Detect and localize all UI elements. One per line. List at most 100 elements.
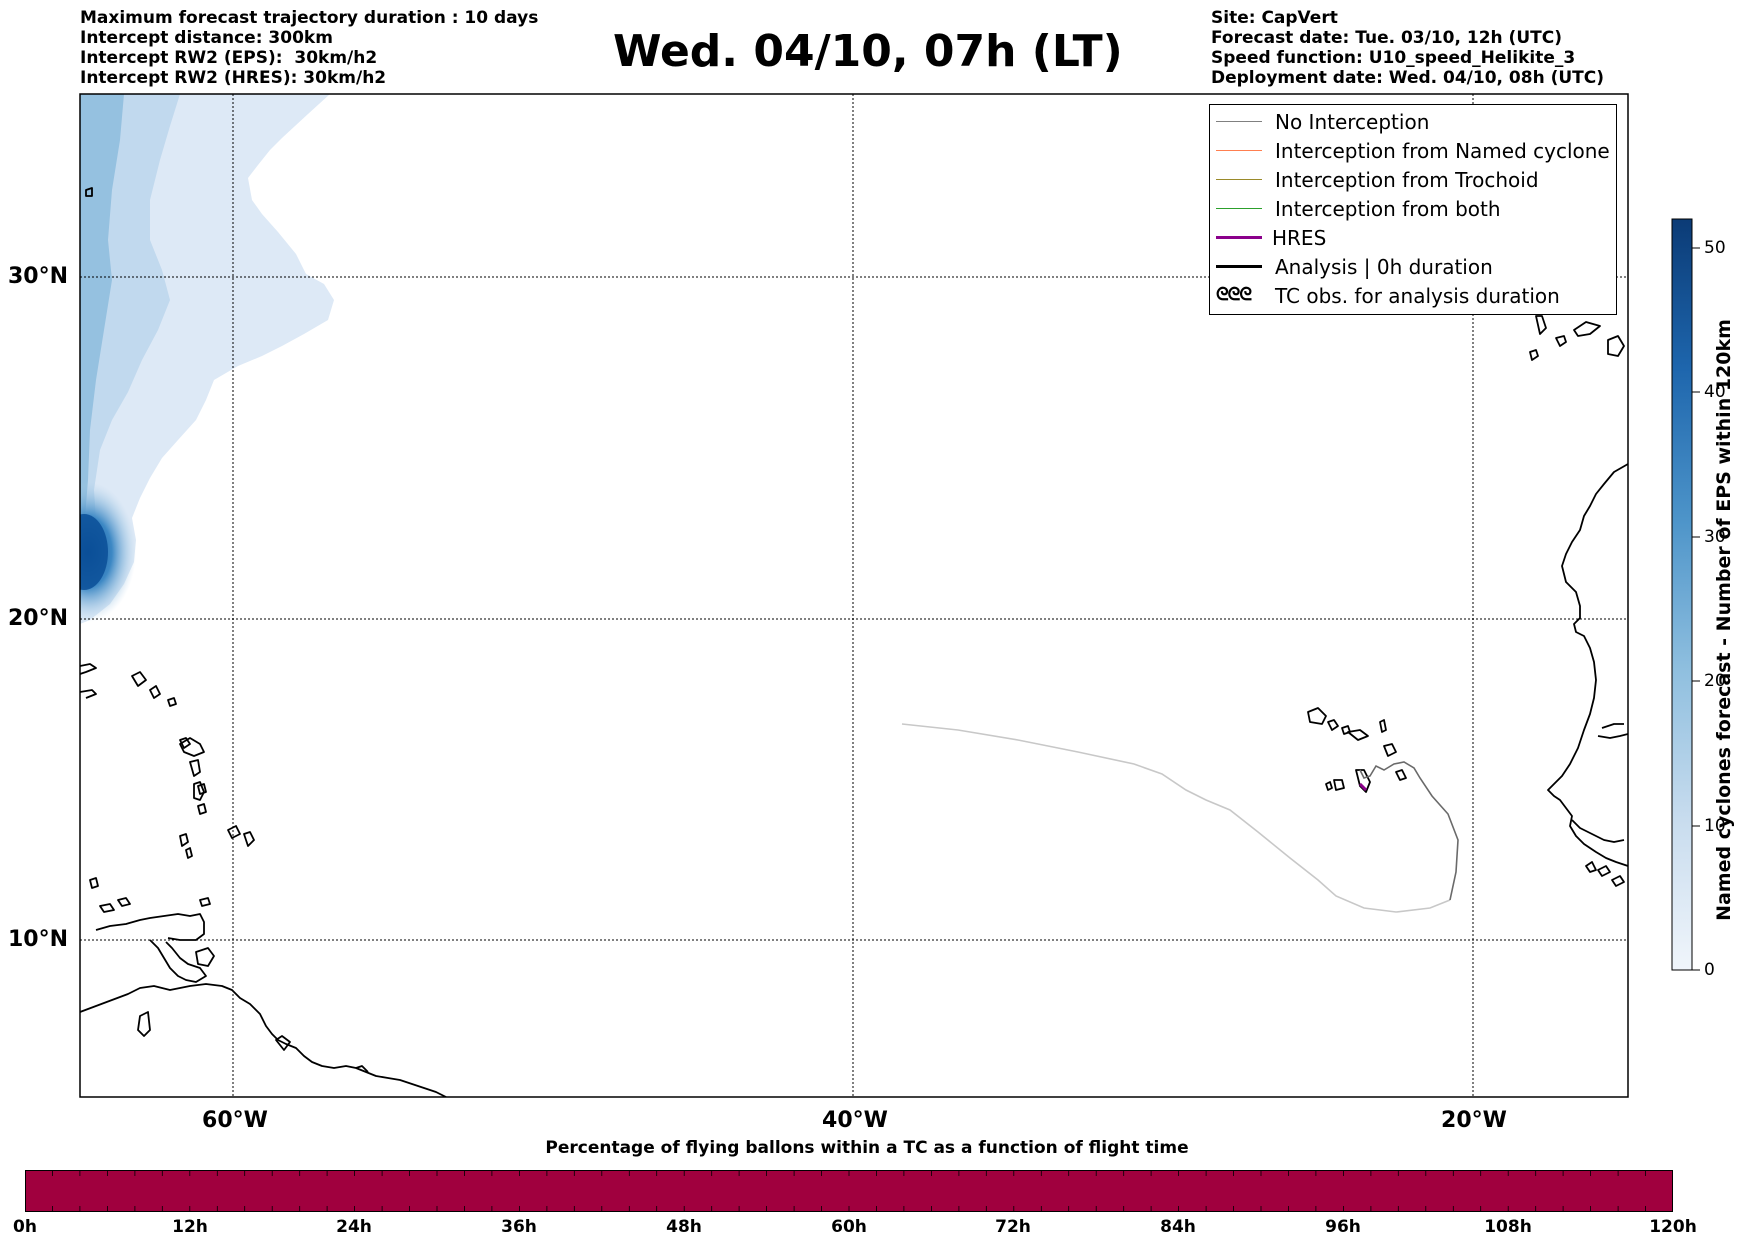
colorbar-tick-label: 50 xyxy=(1704,238,1726,258)
legend-label: TC obs. for analysis duration xyxy=(1275,284,1560,308)
hbar-label-84h: 84h xyxy=(1160,1217,1196,1237)
lon-label-60w: 60°W xyxy=(202,1108,268,1133)
island-santo-antao xyxy=(1307,707,1327,725)
island-bijagos-3 xyxy=(1585,861,1597,873)
island-brava xyxy=(1325,781,1333,791)
island-sao-nicolau xyxy=(1347,729,1369,741)
info-max-duration: Maximum forecast trajectory duration : 1… xyxy=(80,8,539,28)
info-intercept-distance: Intercept distance: 300km xyxy=(80,28,333,48)
legend-swatch-line xyxy=(1216,265,1262,268)
legend-swatch-line xyxy=(1216,179,1262,180)
island-st-vincent xyxy=(197,803,207,815)
legend-item-analysis: Analysis | 0h duration xyxy=(1210,252,1616,281)
island-fogo xyxy=(1333,779,1345,791)
island-trinidad xyxy=(195,947,215,967)
info-forecast-date: Forecast date: Tue. 03/10, 12h (UTC) xyxy=(1211,28,1562,48)
flight-time-bar xyxy=(25,1170,1673,1212)
island-lesser-2 xyxy=(137,1011,151,1037)
coast-gambia xyxy=(1601,723,1624,729)
colorbar-tick-label: 20 xyxy=(1704,671,1726,691)
map-frame xyxy=(79,93,1629,1098)
island-aruba xyxy=(99,903,115,913)
flight-time-bar-ticks xyxy=(52,1170,1646,1212)
legend-label: No Interception xyxy=(1275,110,1430,134)
coast-south-america xyxy=(80,983,447,1097)
eps-density-core-2 xyxy=(80,514,108,590)
island-grenadines xyxy=(185,847,193,859)
island-santiago xyxy=(1355,769,1371,793)
legend-swatch-line xyxy=(1216,236,1262,239)
coast-west-africa xyxy=(1547,463,1628,867)
island-bijagos-1 xyxy=(1597,865,1611,877)
island-virgin-2 xyxy=(149,685,161,699)
legend-swatch-line xyxy=(1216,208,1262,209)
island-curacao xyxy=(117,897,131,907)
island-boa-vista xyxy=(1383,743,1397,757)
coast-west-africa-2 xyxy=(1571,819,1625,843)
coast-senegal-river xyxy=(1597,733,1628,739)
hbar-label-96h: 96h xyxy=(1325,1217,1361,1237)
trajectory-no-interception-dark xyxy=(1359,761,1459,901)
coast-paria xyxy=(95,913,205,941)
header-left-info: Maximum forecast trajectory duration : 1… xyxy=(80,8,538,88)
legend-label: Analysis | 0h duration xyxy=(1275,255,1493,279)
info-intercept-eps: Intercept RW2 (EPS): 30km/h2 xyxy=(80,48,378,68)
tc-symbol-icon: ᘓᘓᘓ xyxy=(1216,284,1252,305)
island-barbados xyxy=(243,831,255,847)
island-sao-vicente xyxy=(1327,719,1339,731)
legend: No Interception Interception from Named … xyxy=(1209,104,1617,315)
info-intercept-hres: Intercept RW2 (HRES): 30km/h2 xyxy=(80,68,387,88)
hbar-label-36h: 36h xyxy=(501,1217,537,1237)
hbar-label-0h: 0h xyxy=(13,1217,37,1237)
hbar-label-72h: 72h xyxy=(995,1217,1031,1237)
island-sal xyxy=(1379,719,1387,733)
island-martinique xyxy=(193,781,205,801)
colorbar-ticks xyxy=(1692,247,1700,971)
legend-item-both: Interception from both xyxy=(1210,194,1616,223)
island-guadeloupe xyxy=(179,737,205,757)
lon-label-40w: 40°W xyxy=(822,1108,888,1133)
island-fuerteventura xyxy=(1573,321,1601,337)
legend-swatch-line xyxy=(1216,150,1262,151)
colorbar-tick-label: 40 xyxy=(1704,382,1726,402)
legend-item-trochoid: Interception from Trochoid xyxy=(1210,165,1616,194)
island-la-palma xyxy=(1535,315,1547,335)
island-maio xyxy=(1395,769,1407,781)
info-deployment-date: Deployment date: Wed. 04/10, 08h (UTC) xyxy=(1211,68,1605,88)
lat-label-30n: 30°N xyxy=(8,264,69,289)
header-right-info: Site: CapVert Forecast date: Tue. 03/10,… xyxy=(1211,8,1604,88)
island-lesser-1 xyxy=(89,877,99,889)
island-bijagos-2 xyxy=(1611,875,1625,887)
island-margarita xyxy=(199,897,211,907)
legend-item-no-interception: No Interception xyxy=(1210,107,1616,136)
hbar-label-12h: 12h xyxy=(172,1217,208,1237)
coast-hispaniola xyxy=(80,689,97,699)
island-dominica xyxy=(189,759,201,777)
island-antigua xyxy=(179,737,191,749)
island-bermuda-small-1 xyxy=(85,187,93,197)
island-anguilla xyxy=(167,697,177,707)
colorbar-tick-label: 30 xyxy=(1704,527,1726,547)
hbar-label-24h: 24h xyxy=(336,1217,372,1237)
hbar-label-60h: 60h xyxy=(831,1217,867,1237)
lat-label-10n: 10°N xyxy=(8,927,69,952)
info-site: Site: CapVert xyxy=(1211,8,1338,28)
legend-swatch-line xyxy=(1216,121,1262,122)
eps-density-inner xyxy=(80,94,124,540)
legend-label: Interception from Trochoid xyxy=(1275,168,1539,192)
island-coast-bit xyxy=(355,1065,369,1073)
map-title: Wed. 04/10, 07h (LT) xyxy=(613,26,1123,77)
island-tenerife xyxy=(1555,335,1567,347)
lon-label-20w: 20°W xyxy=(1441,1108,1507,1133)
trajectory-no-interception xyxy=(901,723,1451,913)
island-tobago xyxy=(227,825,241,839)
bottom-bar-title: Percentage of flying ballons within a TC… xyxy=(545,1138,1189,1158)
legend-item-named-cyclone: Interception from Named cyclone xyxy=(1210,136,1616,165)
info-speed-function: Speed function: U10_speed_Helikite_3 xyxy=(1211,48,1576,68)
colorbar-tick-label: 0 xyxy=(1704,960,1715,980)
trajectory-hres xyxy=(1358,782,1368,792)
coast-puerto-rico xyxy=(80,663,97,675)
coast-venezuela-gulf xyxy=(149,939,207,983)
legend-item-tc-obs: ᘓᘓᘓ TC obs. for analysis duration xyxy=(1210,281,1616,310)
hbar-label-120h: 120h xyxy=(1649,1217,1697,1237)
